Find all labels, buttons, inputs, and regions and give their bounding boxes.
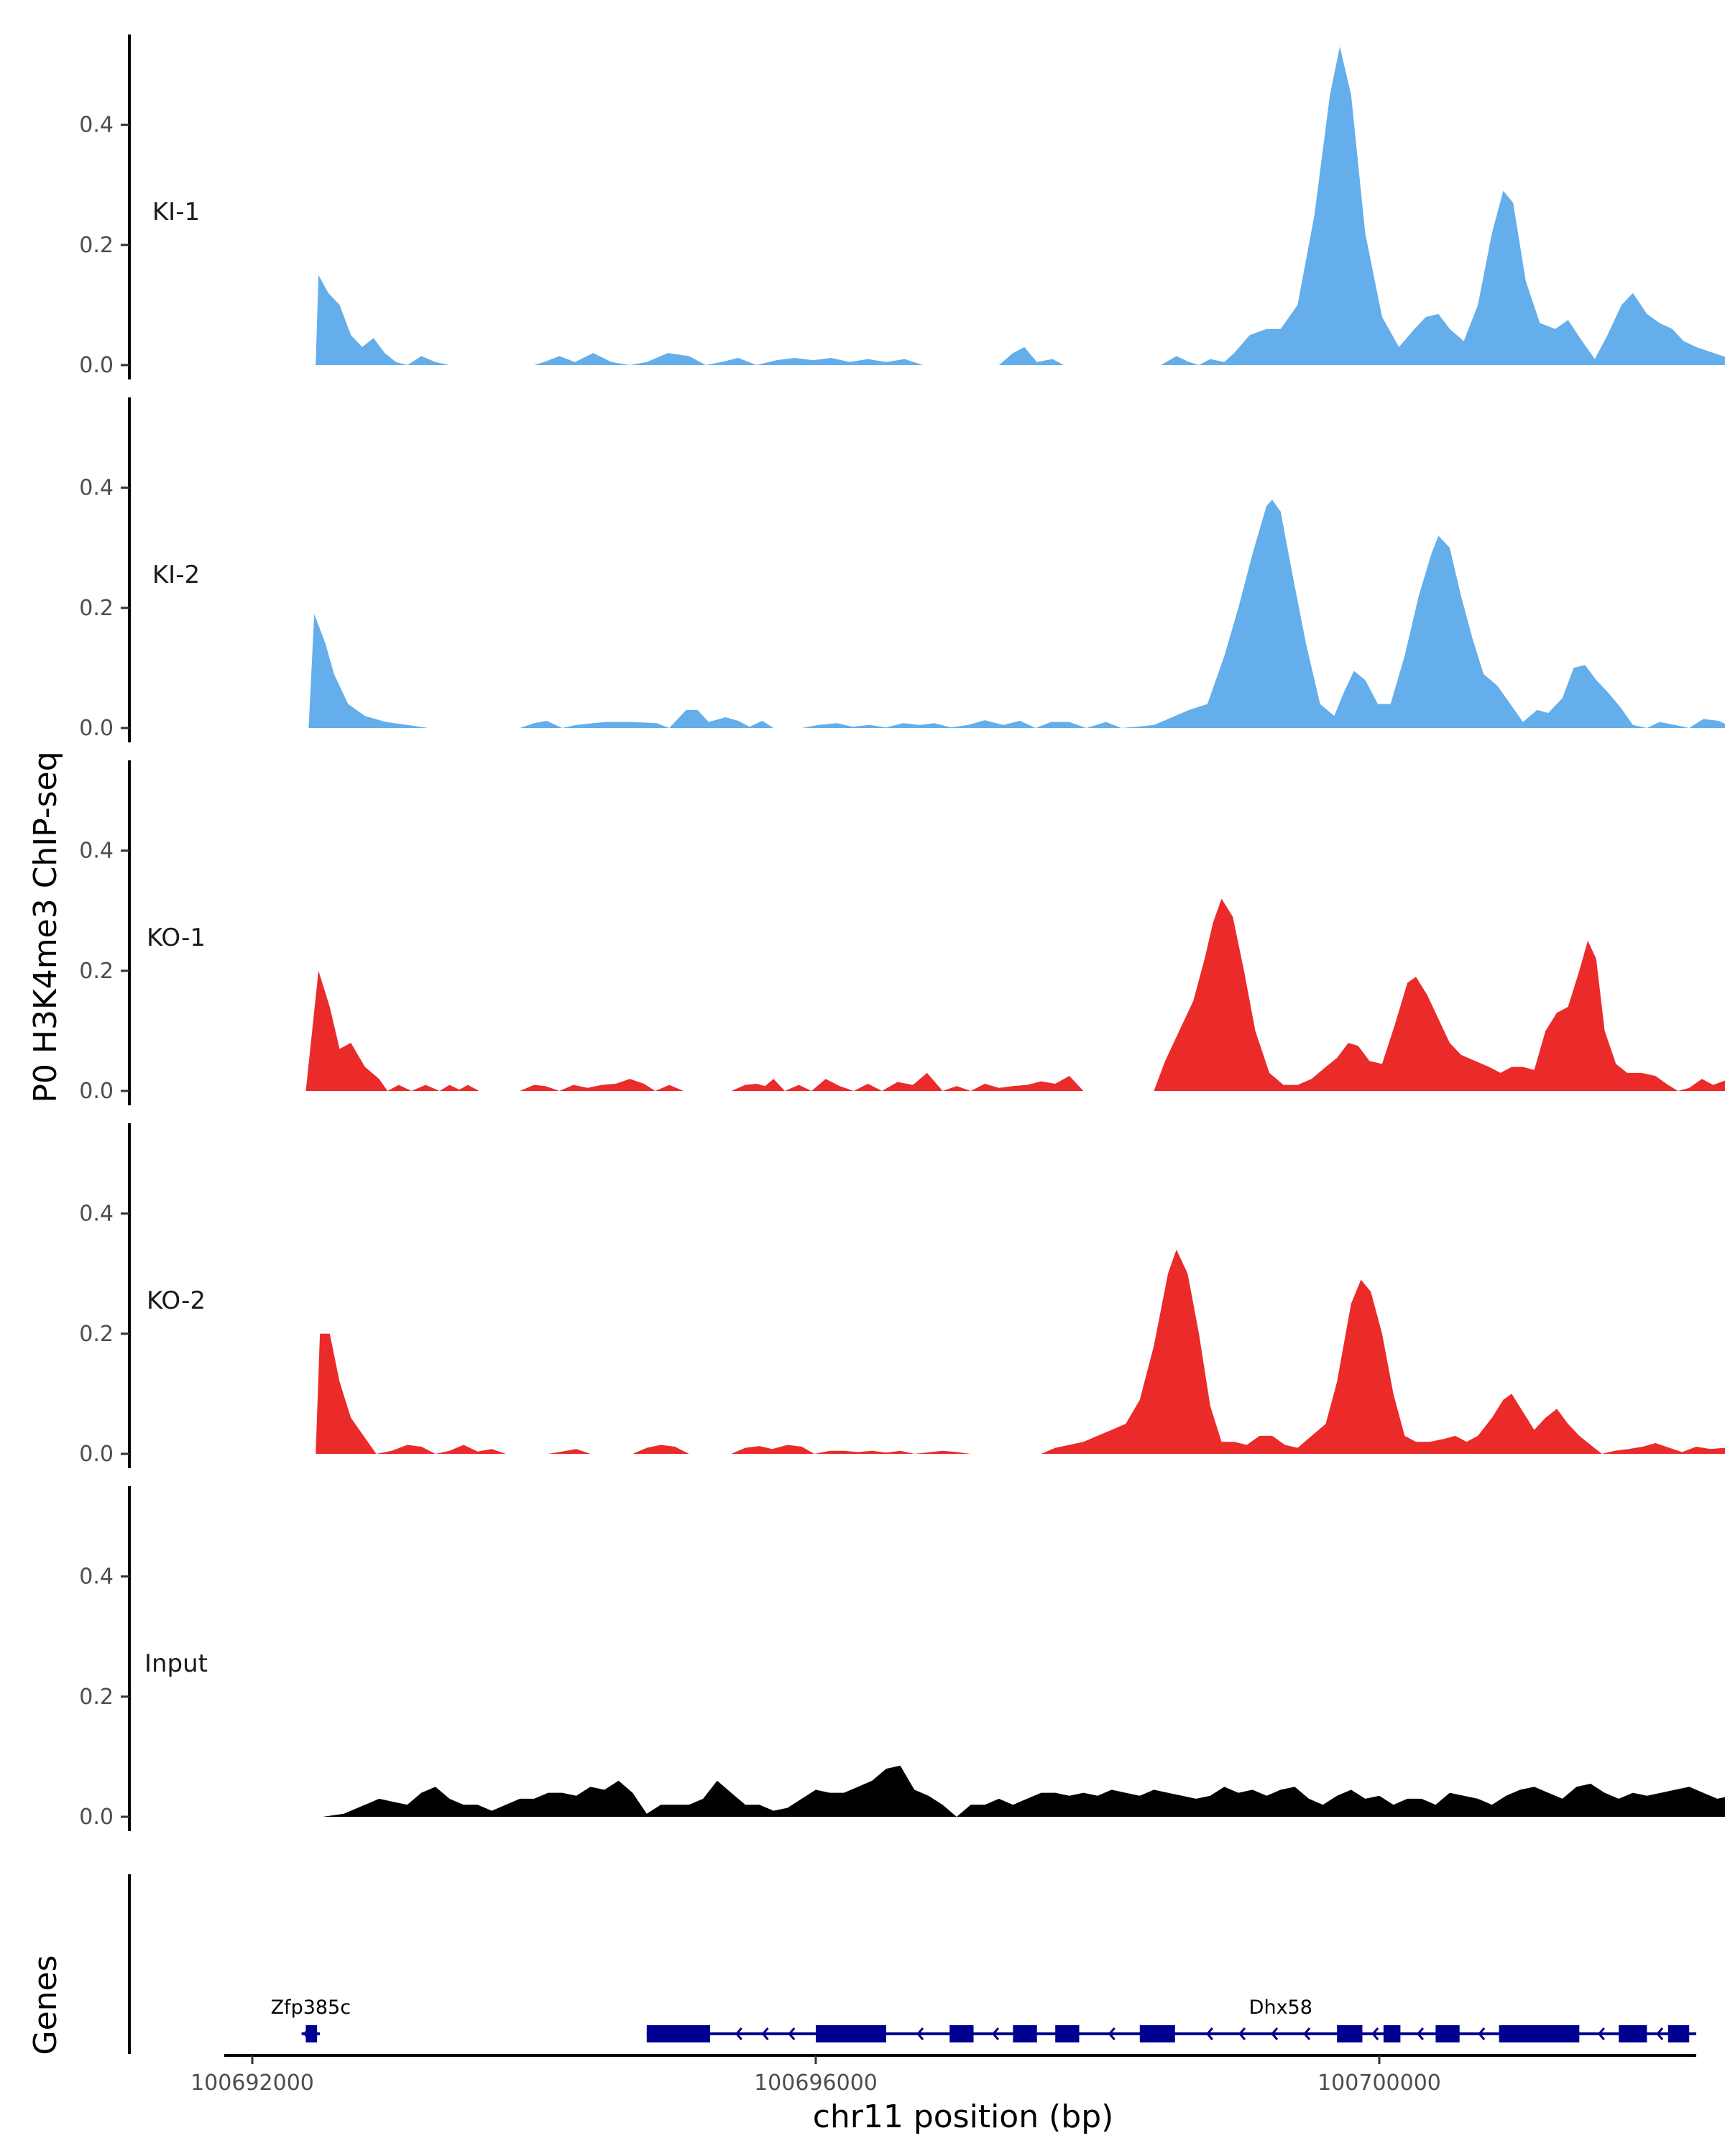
- gene-exon: [1013, 2025, 1037, 2042]
- track-label: KI-2: [152, 561, 200, 589]
- strand-arrow: [1271, 2027, 1279, 2040]
- strand-arrow: [916, 2027, 924, 2040]
- gene-exon: [1499, 2025, 1580, 2042]
- strand-arrow: [1656, 2027, 1664, 2040]
- y-tick-label: 0.2: [79, 1322, 114, 1347]
- gene-exon: [1139, 2025, 1175, 2042]
- strand-arrow: [991, 2027, 1000, 2040]
- y-tick-label: 0.0: [79, 353, 114, 378]
- y-tick-label: 0.4: [79, 113, 114, 138]
- gene-exon: [1668, 2025, 1690, 2042]
- signal-tracks: 0.00.20.4KI-10.00.20.4KI-20.00.20.4KO-10…: [79, 34, 1725, 1831]
- gene-dhx58: Dhx58: [646, 1996, 1696, 2042]
- track-label: Input: [144, 1649, 208, 1678]
- x-tick-label: 100696000: [754, 2070, 878, 2096]
- track-label: KO-2: [147, 1286, 206, 1315]
- y-tick-label: 0.4: [79, 839, 114, 864]
- strand-arrow: [303, 2027, 310, 2040]
- signal-area-ki-1: [316, 46, 1725, 365]
- signal-area-ki-2: [308, 499, 1725, 728]
- y-tick-label: 0.0: [79, 1805, 114, 1830]
- gene-exon: [1055, 2025, 1080, 2042]
- x-axis-title: chr11 position (bp): [813, 2099, 1114, 2135]
- strand-arrow: [1597, 2027, 1605, 2040]
- track-label: KO-1: [147, 923, 206, 952]
- y-tick-label: 0.0: [79, 716, 114, 741]
- strand-arrow: [1371, 2027, 1379, 2040]
- gene-exon: [1337, 2025, 1363, 2042]
- track-ko-1: 0.0 0.2 0.4 KO-1: [79, 760, 1725, 1105]
- strand-arrow: [761, 2027, 769, 2040]
- gene-exon: [646, 2025, 710, 2042]
- y-tick-label: 0.0: [79, 1079, 114, 1104]
- x-tick-label: 100692000: [190, 2070, 314, 2096]
- x-tick-label: 100700000: [1317, 2070, 1441, 2096]
- strand-arrow: [788, 2027, 796, 2040]
- strand-arrow: [735, 2027, 742, 2040]
- track-ko-2: 0.0 0.2 0.4 KO-2: [79, 1123, 1725, 1468]
- track-label: KI-1: [152, 198, 200, 226]
- strand-arrow: [1205, 2027, 1214, 2040]
- y-tick-label: 0.4: [79, 1202, 114, 1227]
- strand-arrow: [1238, 2027, 1246, 2040]
- signal-area-ko-1: [305, 898, 1725, 1091]
- genes-panel-title: Genes: [27, 1955, 64, 2055]
- signal-area-ko-2: [316, 1249, 1725, 1454]
- strand-arrow: [1478, 2027, 1486, 2040]
- gene-annotation-panel: Zfp385cDhx58Kat2a: [128, 1874, 1696, 2054]
- y-tick-label: 0.2: [79, 596, 114, 621]
- y-tick-label: 0.0: [79, 1442, 114, 1467]
- gene-zfp385c: Zfp385c: [271, 1996, 351, 2042]
- y-tick-label: 0.4: [79, 476, 114, 501]
- y-tick-label: 0.2: [79, 233, 114, 258]
- gene-exon: [816, 2025, 886, 2042]
- track-ki-2: 0.0 0.2 0.4 KI-2: [79, 397, 1725, 742]
- strand-arrow: [1416, 2027, 1425, 2040]
- signal-area-input: [323, 1765, 1725, 1817]
- track-ki-1: 0.0 0.2 0.4 KI-1: [79, 34, 1725, 379]
- gene-label: Zfp385c: [271, 1996, 351, 2019]
- y-tick-label: 0.2: [79, 1685, 114, 1710]
- gene-exon: [305, 2025, 318, 2042]
- gene-exon: [1619, 2025, 1647, 2042]
- gene-exon: [949, 2025, 974, 2042]
- y-tick-label: 0.2: [79, 959, 114, 984]
- strand-arrow: [1108, 2027, 1116, 2040]
- y-tick-label: 0.4: [79, 1565, 114, 1590]
- strand-arrow: [1303, 2027, 1311, 2040]
- gene-label: Dhx58: [1249, 1996, 1312, 2019]
- gene-exon: [1435, 2025, 1460, 2042]
- x-axis: 100692000100696000100700000100704000: [190, 2054, 1696, 2096]
- gene-exon: [1383, 2025, 1401, 2042]
- y-axis-title: P0 H3K4me3 ChIP-seq: [27, 751, 64, 1102]
- track-input: 0.0 0.2 0.4 Input: [79, 1486, 1725, 1831]
